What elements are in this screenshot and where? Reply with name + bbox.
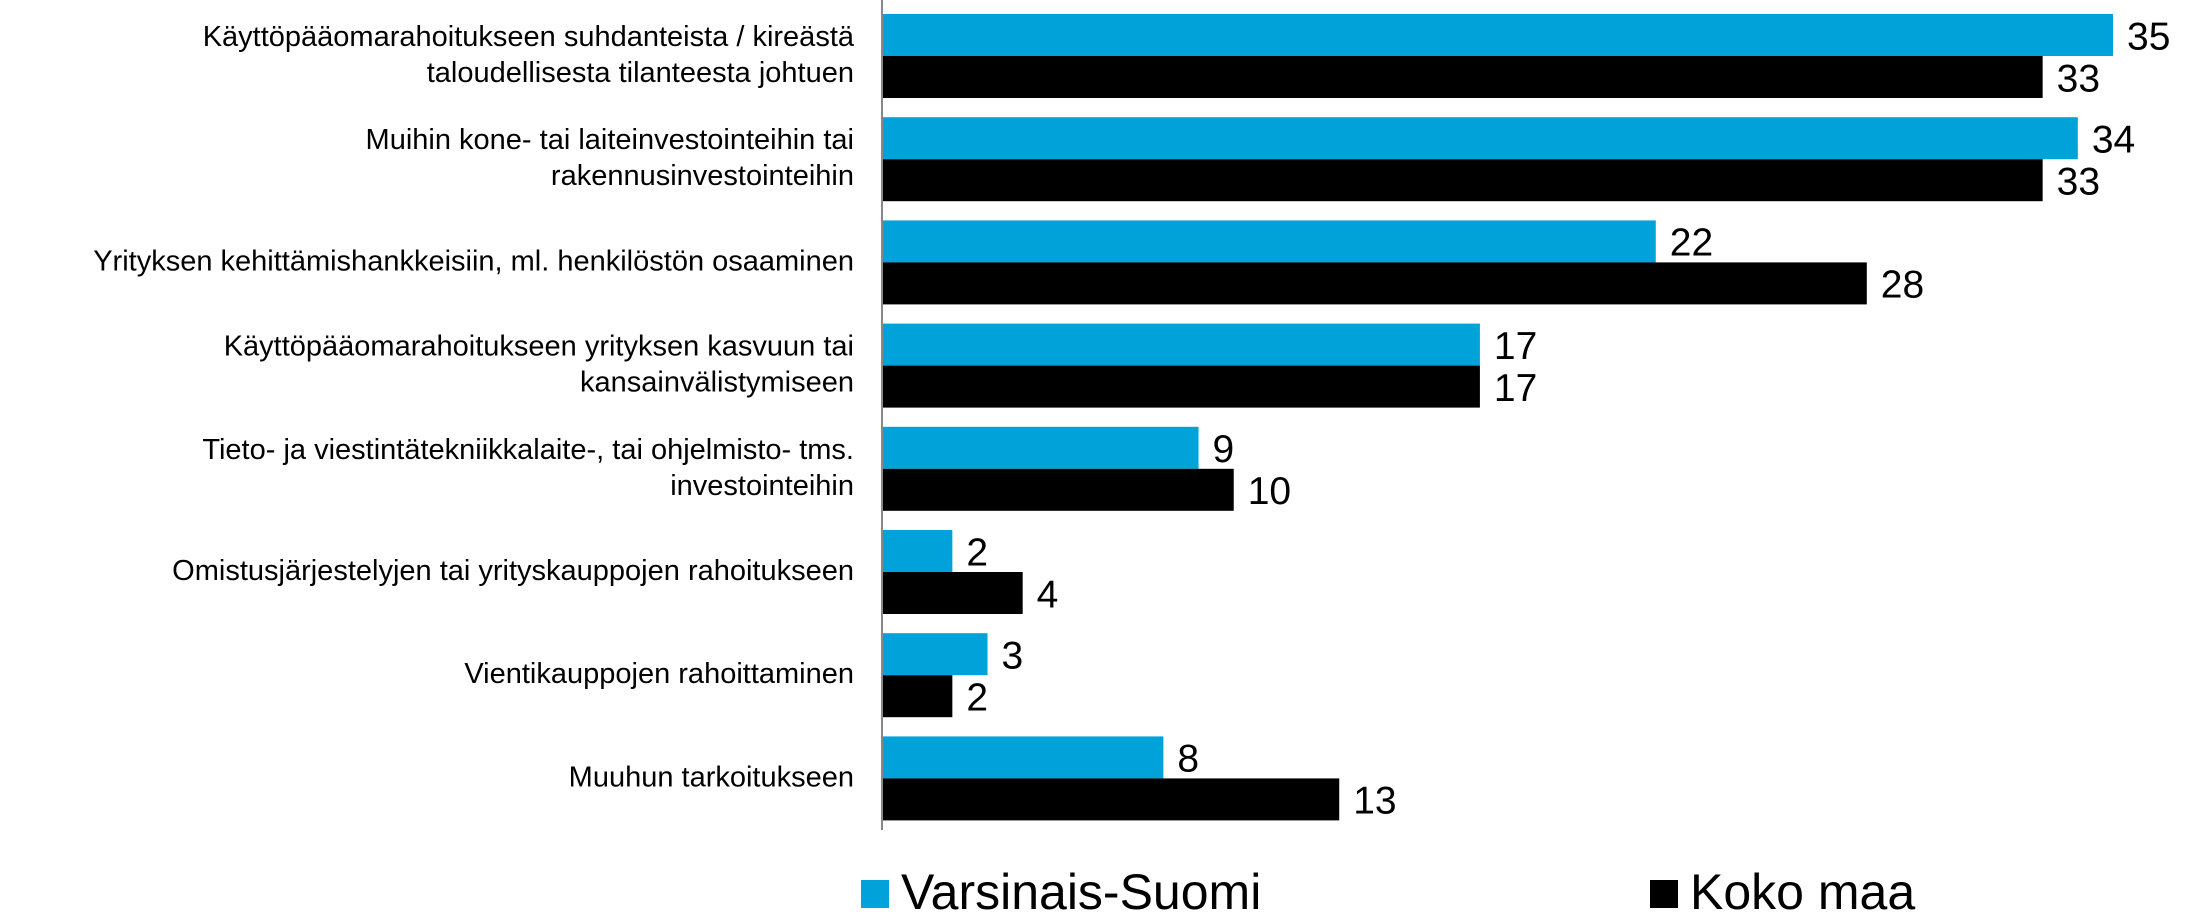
category-label: Käyttöpääomarahoitukseen suhdanteista / … <box>203 21 855 89</box>
category-line: Vientikauppojen rahoittaminen <box>464 658 854 690</box>
category-label: Yrityksen kehittämishankkeisiin, ml. hen… <box>93 245 854 277</box>
legend-swatch <box>1650 880 1678 908</box>
bar <box>882 675 953 718</box>
category-label: Muihin kone- tai laiteinvestointeihin ta… <box>366 124 854 192</box>
value-label: 8 <box>1177 738 1199 781</box>
category-line: investointeihin <box>670 469 854 501</box>
bar <box>882 426 1199 469</box>
category-line: Käyttöpääomarahoitukseen suhdanteista / … <box>203 21 855 53</box>
bar <box>882 117 2078 160</box>
value-label: 33 <box>2057 160 2100 203</box>
category-line: Yrityksen kehittämishankkeisiin, ml. hen… <box>93 245 854 277</box>
bar <box>882 572 1023 614</box>
value-label: 13 <box>1353 780 1396 823</box>
category-label: Käyttöpääomarahoitukseen yrityksen kasvu… <box>224 330 854 398</box>
value-label: 3 <box>1002 634 1024 677</box>
value-label: 9 <box>1213 428 1235 471</box>
category-label: Omistusjärjestelyjen tai yrityskauppojen… <box>172 555 854 587</box>
value-label: 28 <box>1881 264 1924 307</box>
bar <box>882 220 1656 263</box>
category-line: Muihin kone- tai laiteinvestointeihin ta… <box>366 124 854 156</box>
value-label: 2 <box>966 531 988 574</box>
legend-swatch <box>861 880 889 908</box>
bar <box>882 14 2113 56</box>
value-label: 35 <box>2127 15 2170 58</box>
value-label: 10 <box>1248 470 1291 513</box>
category-line: kansainvälistymiseen <box>580 366 854 398</box>
bar <box>882 56 2043 98</box>
value-label: 33 <box>2057 57 2100 100</box>
category-line: rakennusinvestointeihin <box>551 160 854 192</box>
value-label: 22 <box>1670 222 1713 265</box>
category-line: taloudellisesta tilanteesta johtuen <box>427 57 854 89</box>
value-label: 4 <box>1037 573 1059 616</box>
value-label: 17 <box>1494 367 1537 410</box>
value-label: 17 <box>1494 325 1537 368</box>
legend-label: Varsinais-Suomi <box>901 864 1261 915</box>
bar <box>882 262 1867 305</box>
category-line: Tieto- ja viestintätekniikkalaite-, tai … <box>202 433 854 465</box>
legend-label: Koko maa <box>1690 864 1915 915</box>
category-line: Muuhun tarkoitukseen <box>569 761 854 793</box>
category-label: Muuhun tarkoitukseen <box>569 761 854 793</box>
bar <box>882 530 953 572</box>
category-line: Käyttöpääomarahoitukseen yrityksen kasvu… <box>224 330 854 362</box>
bar <box>882 736 1164 779</box>
value-label: 2 <box>966 676 988 719</box>
category-line: Omistusjärjestelyjen tai yrityskauppojen… <box>172 555 854 587</box>
bar <box>882 323 1480 366</box>
bar <box>882 633 988 676</box>
bar <box>882 159 2043 202</box>
category-label: Vientikauppojen rahoittaminen <box>464 658 854 690</box>
value-label: 34 <box>2092 118 2135 161</box>
bar <box>882 468 1234 511</box>
category-label: Tieto- ja viestintätekniikkalaite-, tai … <box>202 433 854 501</box>
bar <box>882 778 1340 821</box>
bar <box>882 365 1480 408</box>
